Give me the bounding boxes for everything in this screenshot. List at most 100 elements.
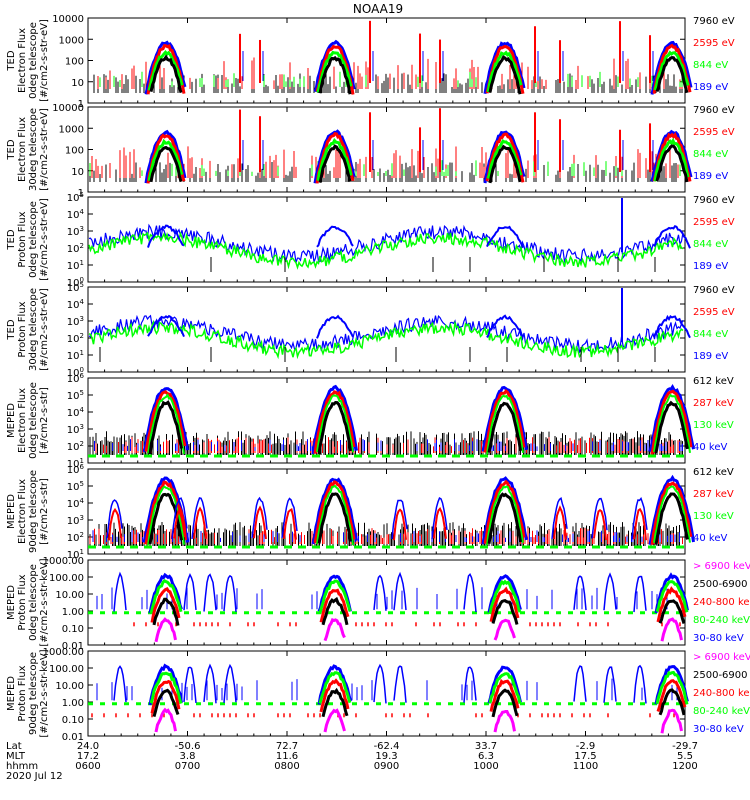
y-tick-label: 100: [67, 366, 84, 379]
data-mark: [173, 505, 187, 541]
data-mark: [106, 499, 123, 538]
legend-entry: 240-800 ke: [693, 597, 750, 608]
panel-7: 1000.00 100.00 10.00 1.00 0.10 0.01 MEPED Proto…: [6, 556, 750, 652]
data-mark: [253, 505, 267, 540]
data-mark: [493, 618, 516, 641]
data-mark: [144, 129, 187, 184]
data-mark: [633, 664, 647, 704]
data-mark: [148, 572, 183, 614]
data-mark: [658, 599, 686, 624]
data-mark: [393, 508, 407, 541]
legend-entry: 7960 eV: [693, 285, 735, 296]
x-row-label: Lat: [6, 741, 22, 752]
y-axis-label: [#/cm2-s-str-eV]: [39, 19, 50, 102]
y-tick-label: 101: [67, 259, 84, 272]
data-mark: [653, 314, 691, 339]
y-axis-label: Proton Flux: [17, 211, 28, 267]
y-axis-label: Electron Flux: [17, 28, 28, 93]
y-axis-label: 0deg telescope: [28, 201, 39, 278]
legend-entry: 240-800 ke: [693, 688, 750, 699]
legend-entry: 40 keV: [693, 533, 727, 544]
data-mark: [144, 390, 187, 452]
traces: [88, 663, 689, 734]
legend-entry: 612 keV: [693, 467, 734, 478]
y-axis-label: Proton Flux: [17, 665, 28, 721]
data-mark: [323, 617, 346, 642]
data-mark: [152, 688, 180, 718]
legend-entry: 189 eV: [693, 351, 728, 362]
data-mark: [311, 477, 358, 545]
y-tick-label: 106: [67, 463, 85, 476]
data-mark: [373, 574, 387, 611]
data-mark: [144, 480, 187, 545]
data-mark: [147, 393, 185, 455]
data-mark: [660, 708, 683, 734]
y-tick-label: 102: [67, 531, 84, 544]
y-tick-label: 101: [67, 548, 84, 561]
y-tick-label: 1000.00: [43, 647, 84, 658]
data-mark: [319, 678, 350, 713]
legend-entry: 189 eV: [693, 171, 728, 182]
data-mark: [650, 40, 693, 95]
x-row-label: 2020 Jul 12: [6, 771, 63, 782]
x-tick-label-mlt: 11.6: [276, 751, 298, 762]
y-tick-label: 1000: [59, 35, 84, 46]
data-mark: [318, 579, 352, 614]
y-axis-label: TED: [6, 229, 17, 250]
y-axis-label: TED: [6, 139, 17, 160]
data-mark: [633, 507, 647, 541]
y-tick-label: 0.01: [62, 732, 84, 743]
data-mark: [463, 666, 477, 703]
legend-entry: > 6900 keV: [693, 652, 750, 663]
chart-title: NOAA19: [353, 2, 403, 16]
legend-entry: > 6900 keV: [693, 561, 750, 572]
legend-entry: 2595 eV: [693, 127, 735, 138]
data-mark: [323, 708, 346, 733]
y-tick-label: 100: [65, 57, 84, 68]
data-mark: [146, 133, 186, 184]
y-tick-label: 103: [67, 315, 84, 328]
y-axis-label: [#/cm2-s-str]: [39, 478, 50, 545]
y-axis-label: [#/cm2-s-str-eV]: [39, 288, 50, 371]
y-axis-label: [#/cm2-s-str-keV]: [39, 558, 50, 646]
x-tick-label-lat: -62.4: [374, 741, 400, 752]
data-mark: [316, 314, 354, 339]
y-tick-label: 103: [67, 423, 84, 436]
data-mark: [88, 223, 684, 264]
x-tick-label-lat: -29.7: [672, 741, 698, 752]
data-mark: [483, 41, 526, 94]
data-mark: [147, 224, 185, 248]
data-mark: [648, 383, 695, 453]
legend-entry: 844 eV: [693, 149, 728, 160]
data-mark: [183, 666, 197, 703]
data-mark: [149, 145, 183, 183]
data-mark: [150, 587, 181, 623]
y-tick-label: 105: [67, 480, 84, 493]
data-mark: [318, 671, 352, 704]
data-mark: [283, 507, 297, 540]
data-mark: [654, 665, 689, 705]
y-tick-label: 102: [67, 332, 84, 345]
y-axis-label: TED: [6, 319, 17, 340]
data-mark: [319, 588, 350, 623]
data-mark: [431, 497, 448, 540]
x-tick-label-lat: -2.9: [576, 741, 596, 752]
data-mark: [488, 144, 522, 184]
y-tick-label: 0.10: [62, 715, 84, 726]
data-mark: [653, 137, 690, 182]
data-mark: [493, 710, 516, 733]
y-axis-label: Electron Flux: [17, 117, 28, 182]
data-mark: [154, 617, 177, 643]
data-mark: [591, 497, 608, 539]
x-tick-label-lat: 72.7: [276, 741, 298, 752]
legend-entry: 612 keV: [693, 376, 734, 387]
data-mark: [486, 485, 524, 546]
y-axis-label: Proton Flux: [17, 574, 28, 630]
data-mark: [149, 54, 183, 93]
data-mark: [633, 575, 647, 613]
legend-entry: 2595 eV: [693, 38, 735, 49]
data-mark: [373, 663, 387, 704]
data-mark: [318, 144, 352, 183]
panel-4: 105 104 103 102 101 100 TED Proton Flux 30deg te…: [6, 281, 735, 379]
legend-entry: 130 keV: [693, 420, 734, 431]
